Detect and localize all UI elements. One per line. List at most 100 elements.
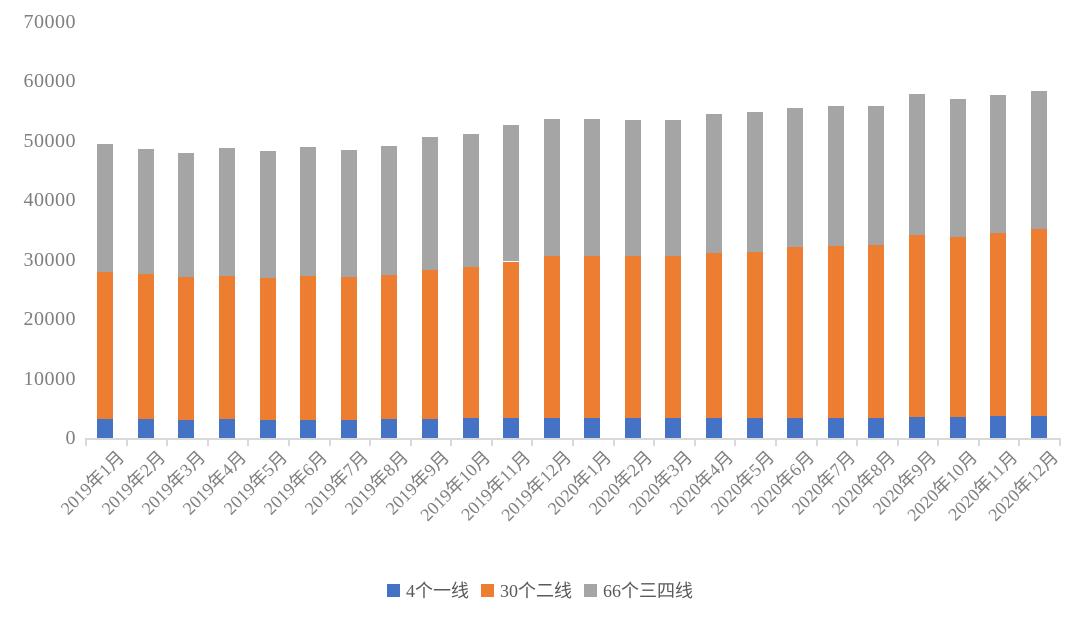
x-axis-tick bbox=[572, 438, 574, 446]
y-tick-label: 10000 bbox=[23, 367, 76, 390]
bar-segment-30个二线 bbox=[868, 244, 885, 418]
bar-segment-4个一线 bbox=[503, 418, 520, 438]
x-axis-tick bbox=[612, 438, 615, 446]
bar-segment-4个一线 bbox=[462, 418, 479, 438]
bar-segment-66个三四线 bbox=[381, 145, 398, 276]
x-axis-tick bbox=[125, 438, 128, 446]
bar-segment-30个二线 bbox=[665, 256, 682, 418]
x-axis-tick bbox=[166, 438, 169, 446]
bar-segment-4个一线 bbox=[97, 418, 114, 438]
y-tick-label: 70000 bbox=[23, 11, 76, 33]
x-axis-tick bbox=[85, 438, 87, 446]
x-axis-tick bbox=[531, 438, 534, 446]
bar-segment-4个一线 bbox=[1030, 416, 1047, 438]
bar-segment-66个三四线 bbox=[97, 144, 114, 273]
bar-segment-30个二线 bbox=[1030, 229, 1047, 417]
bar-segment-66个三四线 bbox=[908, 93, 925, 236]
x-axis-tick bbox=[450, 438, 453, 446]
bar-segment-4个一线 bbox=[421, 418, 438, 438]
bar-segment-4个一线 bbox=[259, 419, 276, 438]
x-axis-tick bbox=[937, 438, 940, 446]
bar-segment-30个二线 bbox=[908, 235, 925, 417]
legend-label: 30个二线 bbox=[500, 581, 572, 601]
bar-segment-66个三四线 bbox=[503, 125, 520, 262]
y-tick-label: 30000 bbox=[23, 248, 76, 271]
bar-segment-4个一线 bbox=[665, 417, 682, 438]
bar-segment-4个一线 bbox=[340, 419, 357, 438]
bar-segment-30个二线 bbox=[219, 276, 236, 419]
x-axis-tick bbox=[896, 438, 899, 446]
y-tick-label: 50000 bbox=[23, 129, 76, 152]
x-axis-tick bbox=[206, 438, 209, 446]
bar-segment-66个三四线 bbox=[746, 111, 763, 252]
x-axis-tick bbox=[774, 438, 777, 446]
bar-segment-66个三四线 bbox=[300, 147, 317, 277]
bar-segment-4个一线 bbox=[219, 418, 236, 438]
bar-segment-30个二线 bbox=[706, 253, 723, 418]
bar-segment-4个一线 bbox=[543, 418, 560, 438]
legend-swatch-icon bbox=[584, 583, 597, 597]
x-axis-tick bbox=[369, 438, 372, 446]
legend-label: 4个一线 bbox=[406, 581, 469, 601]
bar-segment-66个三四线 bbox=[462, 134, 479, 268]
legend-swatch-icon bbox=[481, 583, 494, 597]
bar-segment-66个三四线 bbox=[178, 153, 195, 277]
bar-segment-4个一线 bbox=[300, 419, 317, 438]
bar-segment-30个二线 bbox=[340, 276, 357, 420]
bar-segment-30个二线 bbox=[503, 261, 520, 419]
bar-segment-66个三四线 bbox=[543, 119, 560, 257]
bar-segment-30个二线 bbox=[827, 246, 844, 418]
x-axis-tick bbox=[247, 438, 250, 446]
bar-segment-66个三四线 bbox=[827, 106, 844, 247]
bar-segment-66个三四线 bbox=[584, 118, 601, 257]
bar-segment-30个二线 bbox=[97, 272, 114, 419]
bar-segment-4个一线 bbox=[868, 417, 885, 438]
x-axis-tick bbox=[490, 438, 493, 446]
legend-swatch-icon bbox=[387, 583, 400, 597]
legend-label: 66个三四线 bbox=[603, 581, 693, 601]
x-axis-tick bbox=[815, 438, 818, 446]
bar-segment-66个三四线 bbox=[1030, 90, 1047, 230]
bar-segment-30个二线 bbox=[259, 278, 276, 420]
bar-segment-4个一线 bbox=[827, 417, 844, 438]
bar-segment-66个三四线 bbox=[137, 149, 154, 274]
bar-segment-4个一线 bbox=[706, 417, 723, 438]
bar-segment-4个一线 bbox=[787, 417, 804, 438]
y-tick-label: 0 bbox=[65, 427, 76, 449]
bar-segment-30个二线 bbox=[949, 237, 966, 417]
bar-segment-4个一线 bbox=[990, 416, 1007, 438]
x-axis-tick bbox=[1018, 438, 1021, 446]
bar-segment-30个二线 bbox=[787, 247, 804, 418]
bar-segment-30个二线 bbox=[421, 270, 438, 419]
bar-segment-4个一线 bbox=[746, 417, 763, 438]
bar-segment-30个二线 bbox=[462, 267, 479, 419]
x-axis-tick bbox=[693, 438, 696, 446]
legend-item: 66个三四线 bbox=[584, 577, 693, 603]
bar-segment-66个三四线 bbox=[787, 107, 804, 248]
bar-segment-66个三四线 bbox=[219, 147, 236, 277]
bar-segment-30个二线 bbox=[990, 232, 1007, 416]
bar-segment-66个三四线 bbox=[421, 137, 438, 271]
bar-segment-4个一线 bbox=[949, 416, 966, 438]
legend-item: 30个二线 bbox=[481, 577, 572, 603]
y-tick-label: 40000 bbox=[23, 189, 76, 212]
bar-segment-4个一线 bbox=[584, 418, 601, 438]
bar-segment-30个二线 bbox=[137, 273, 154, 419]
y-tick-label: 60000 bbox=[23, 70, 76, 93]
bar-segment-30个二线 bbox=[300, 276, 317, 420]
x-axis-tick bbox=[977, 438, 980, 446]
x-axis-tick bbox=[328, 438, 331, 446]
bar-segment-30个二线 bbox=[543, 256, 560, 419]
x-axis-tick bbox=[734, 438, 737, 446]
x-axis-tick bbox=[1059, 438, 1061, 446]
x-axis-tick bbox=[856, 438, 859, 446]
legend-item: 4个一线 bbox=[387, 577, 469, 603]
bar-segment-4个一线 bbox=[178, 419, 195, 438]
bar-segment-66个三四线 bbox=[868, 106, 885, 245]
bar-segment-66个三四线 bbox=[259, 150, 276, 279]
bar-segment-30个二线 bbox=[584, 256, 601, 419]
x-axis-tick bbox=[409, 438, 412, 446]
bar-segment-66个三四线 bbox=[665, 120, 682, 257]
bar-segment-4个一线 bbox=[137, 418, 154, 438]
